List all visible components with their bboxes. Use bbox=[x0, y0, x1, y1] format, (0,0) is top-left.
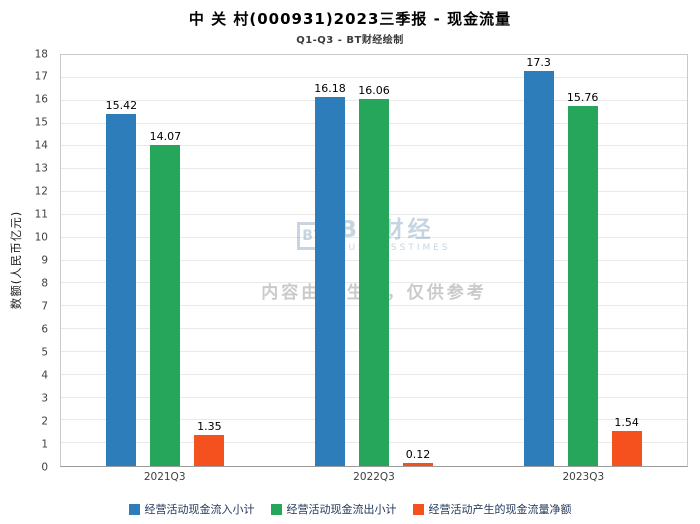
chart-title: 中 关 村(000931)2023三季报 - 现金流量 bbox=[188, 10, 512, 28]
y-tick-label: 0 bbox=[41, 460, 48, 473]
bar-value-label: 16.18 bbox=[314, 81, 346, 95]
bar: 1.35 bbox=[194, 420, 225, 466]
y-tick-label: 18 bbox=[34, 47, 48, 60]
bar-groups: 15.42 14.07 1.35 16.18 16.06 0.12 17.3 15.76 1.5… bbox=[61, 55, 687, 466]
bar: 16.06 bbox=[358, 84, 390, 466]
bar-value-label: 15.76 bbox=[566, 91, 599, 105]
bar: 0.12 bbox=[403, 448, 433, 466]
legend-label: 经营活动产生的现金流量净额 bbox=[428, 503, 572, 516]
legend-item: 经营活动现金流入小计 bbox=[128, 501, 255, 517]
legend-swatch-icon bbox=[128, 503, 140, 515]
bar: 16.18 bbox=[314, 82, 346, 466]
y-tick-label: 9 bbox=[41, 254, 48, 267]
x-tick-label: 2023Q3 bbox=[562, 471, 605, 483]
legend: 经营活动现金流入小计 经营活动现金流出小计 经营活动产生的现金流量净额 bbox=[0, 501, 700, 517]
y-tick-label: 17 bbox=[34, 70, 48, 83]
bar-value-label: 16.06 bbox=[358, 84, 390, 98]
y-tick-label: 16 bbox=[34, 93, 48, 106]
bar-value-label: 1.35 bbox=[197, 420, 222, 434]
y-tick-label: 7 bbox=[41, 300, 48, 313]
bar-value-label: 14.07 bbox=[149, 129, 182, 143]
y-tick-label: 14 bbox=[34, 139, 48, 152]
bar-group: 16.18 16.06 0.12 bbox=[270, 55, 479, 466]
legend-swatch-icon bbox=[412, 503, 424, 515]
y-tick-label: 13 bbox=[34, 162, 48, 175]
bar: 15.76 bbox=[567, 91, 598, 466]
bar-value-label: 17.3 bbox=[526, 55, 551, 69]
bar: 15.42 bbox=[106, 99, 137, 466]
y-tick-label: 12 bbox=[34, 185, 48, 198]
y-tick-label: 2 bbox=[41, 414, 48, 427]
y-tick-label: 3 bbox=[41, 391, 48, 404]
bar: 1.54 bbox=[611, 416, 642, 466]
y-tick-label: 5 bbox=[41, 346, 48, 359]
legend-label: 经营活动现金流入小计 bbox=[144, 503, 255, 516]
bar: 17.3 bbox=[523, 56, 554, 466]
y-tick-label: 10 bbox=[34, 231, 48, 244]
bar-group: 15.42 14.07 1.35 bbox=[61, 55, 270, 466]
x-axis-ticks: 2021Q3 2022Q3 2023Q3 bbox=[60, 471, 688, 483]
x-tick-label: 2021Q3 bbox=[143, 471, 186, 483]
y-tick-label: 11 bbox=[34, 208, 48, 221]
y-tick-label: 6 bbox=[41, 323, 48, 336]
y-tick-label: 4 bbox=[41, 368, 48, 381]
chart-subtitle: Q1-Q3 - BT财经绘制 bbox=[296, 35, 404, 46]
legend-item: 经营活动产生的现金流量净额 bbox=[412, 501, 572, 517]
y-tick-label: 1 bbox=[41, 437, 48, 450]
x-tick-label: 2022Q3 bbox=[353, 471, 395, 483]
gridline bbox=[61, 76, 687, 78]
bar-group: 17.3 15.76 1.54 bbox=[478, 55, 687, 466]
legend-label: 经营活动现金流出小计 bbox=[286, 503, 397, 516]
y-axis-ticks: 0 1 2 3 4 5 6 7 8 9 10 11 12 13 14 15 16 17 18 bbox=[0, 49, 56, 472]
y-tick-label: 8 bbox=[41, 277, 48, 290]
bar: 14.07 bbox=[150, 130, 181, 466]
plot-area: BT BT财经 BUSINESSTIMES 内容由AI生成，仅供参考 15.42… bbox=[60, 54, 688, 467]
legend-swatch-icon bbox=[270, 503, 282, 515]
bar-value-label: 0.12 bbox=[405, 448, 431, 462]
bar-value-label: 1.54 bbox=[614, 415, 639, 429]
legend-item: 经营活动现金流出小计 bbox=[270, 501, 397, 517]
bar-value-label: 15.42 bbox=[105, 98, 138, 112]
y-tick-label: 15 bbox=[34, 116, 48, 129]
